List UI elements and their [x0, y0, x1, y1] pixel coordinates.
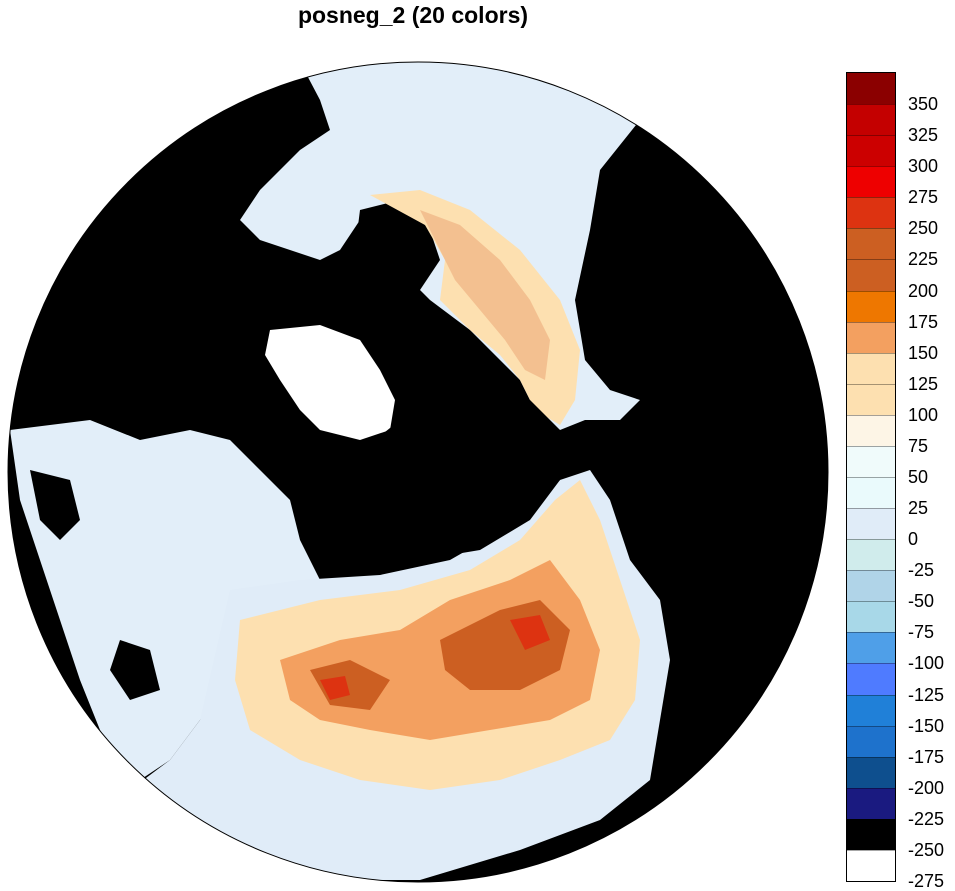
- colorbar-swatch: [847, 849, 895, 882]
- colorbar-tick-label: 50: [908, 467, 929, 487]
- baltic-sea: [30, 470, 160, 700]
- colorbar-swatch: [847, 290, 895, 323]
- colorbar-tick-label: 200: [908, 280, 939, 301]
- colorbar-divider: [847, 539, 895, 541]
- colorbar-divider: [847, 849, 895, 851]
- colorbar-divider: [847, 477, 895, 478]
- colorbar-tick-label: -50: [908, 591, 935, 612]
- colorbar-swatch: [847, 166, 895, 198]
- colorbar-swatch: [847, 197, 895, 229]
- asia-hot: [320, 615, 550, 700]
- colorbar-swatch: [847, 352, 895, 385]
- colorbar-swatch: [847, 539, 895, 571]
- colorbar-divider: [847, 725, 895, 727]
- colorbar-swatch: [847, 725, 895, 758]
- asia-warm-dark: [310, 600, 570, 710]
- colorbar-swatch: [847, 601, 895, 633]
- colorbar-swatch: [847, 259, 895, 292]
- colorbar-swatch: [847, 73, 895, 105]
- colorbar-divider: [847, 818, 895, 820]
- colorbar-tick-label: -25: [908, 560, 935, 581]
- colorbar-divider: [847, 104, 895, 106]
- colorbar-tick-label: -150: [908, 715, 945, 736]
- colorbar-swatch: [847, 414, 895, 447]
- colorbar-swatch: [847, 508, 895, 540]
- colorbar-swatch: [847, 104, 895, 136]
- colorbar-divider: [847, 601, 895, 603]
- colorbar-swatch: [847, 756, 895, 789]
- colorbar-tick-label: 225: [908, 249, 939, 270]
- colorbar-swatch: [847, 383, 895, 416]
- colorbar-tick-label: 125: [908, 373, 939, 394]
- colorbar-tick-label: 25: [908, 498, 929, 519]
- colorbar-tick-label: -275: [908, 871, 945, 891]
- colorbar-tick-label: -175: [908, 746, 945, 767]
- colorbar-divider: [847, 321, 895, 323]
- colorbar-tick-label: 100: [908, 404, 939, 425]
- colorbar-tick-label: 275: [908, 187, 939, 208]
- colorbar-tick-label: 0: [908, 529, 919, 550]
- colorbar-tick-label: 175: [908, 311, 939, 332]
- colorbar-divider: [847, 259, 895, 261]
- colorbar-swatch: [847, 570, 895, 602]
- map-boundary: [7, 61, 829, 883]
- colorbar-divider: [847, 166, 895, 168]
- colorbar-swatch: [847, 477, 895, 509]
- colorbar-tick-label: 250: [908, 218, 939, 239]
- colorbar: [846, 72, 896, 882]
- colorbar-tick-label: 350: [908, 94, 939, 115]
- colorbar-tick-label: 325: [908, 125, 939, 146]
- colorbar-swatch: [847, 445, 895, 478]
- colorbar-divider: [847, 663, 895, 665]
- colorbar-divider: [847, 352, 895, 354]
- colorbar-swatch: [847, 818, 895, 851]
- arctic-ocean: [320, 390, 560, 560]
- europe-land: [10, 420, 380, 780]
- colorbar-tick-label: -100: [908, 653, 945, 674]
- colorbar-tick-label: 150: [908, 342, 939, 363]
- colorbar-divider: [847, 414, 895, 416]
- colorbar-tick-label: 75: [908, 435, 929, 456]
- hudson-bay: [355, 200, 440, 300]
- colorbar-divider: [847, 508, 895, 510]
- colorbar-divider: [847, 135, 895, 137]
- colorbar-divider: [847, 787, 895, 789]
- map-title: posneg_2 (20 colors): [297, 2, 529, 28]
- colorbar-tick-label: 300: [908, 156, 939, 177]
- north-america-warm2: [420, 210, 550, 380]
- colorbar-swatch: [847, 321, 895, 354]
- colorbar-swatch: [847, 135, 895, 167]
- polar-map: [7, 61, 829, 883]
- colorbar-tick-label: -225: [908, 808, 945, 829]
- colorbar-swatch: [847, 694, 895, 727]
- colorbar-divider: [847, 228, 895, 230]
- colorbar-swatch: [847, 632, 895, 664]
- colorbar-divider: [847, 694, 895, 696]
- colorbar-divider: [847, 632, 895, 634]
- colorbar-divider: [847, 197, 895, 199]
- colorbar-divider: [847, 445, 895, 447]
- colorbar-tick-label: -250: [908, 839, 945, 860]
- colorbar-swatch: [847, 663, 895, 696]
- colorbar-divider: [847, 756, 895, 758]
- colorbar-divider: [847, 290, 895, 292]
- colorbar-tick-label: -75: [908, 622, 935, 643]
- colorbar-swatch: [847, 787, 895, 820]
- greenland: [265, 325, 395, 440]
- colorbar-tick-label: -200: [908, 777, 945, 798]
- colorbar-divider: [847, 383, 895, 385]
- colorbar-swatch: [847, 228, 895, 260]
- colorbar-divider: [847, 570, 895, 572]
- colorbar-tick-label: -125: [908, 684, 945, 705]
